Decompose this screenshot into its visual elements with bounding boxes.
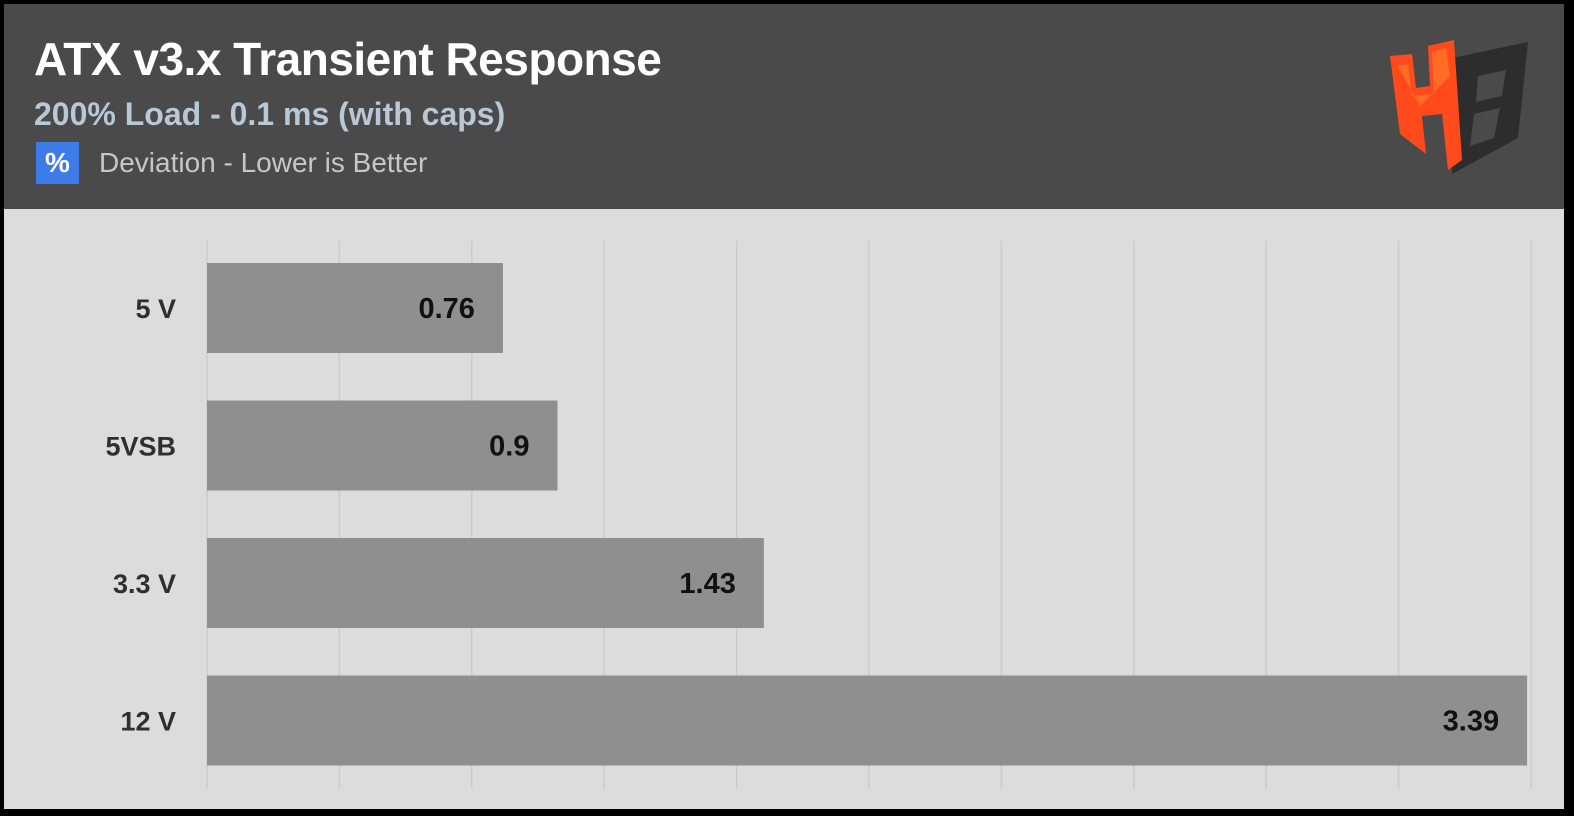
chart-title: ATX v3.x Transient Response bbox=[34, 33, 662, 85]
logo-dark-inner bbox=[1476, 70, 1506, 102]
category-label: 5VSB bbox=[105, 432, 176, 462]
value-label: 0.76 bbox=[418, 293, 474, 325]
bars bbox=[207, 263, 1528, 766]
category-label: 12 V bbox=[120, 707, 176, 737]
metric-description: Deviation - Lower is Better bbox=[99, 147, 428, 178]
value-label: 3.39 bbox=[1443, 706, 1499, 738]
value-label: 0.9 bbox=[489, 431, 529, 463]
value-label: 1.43 bbox=[679, 568, 735, 600]
logo-dark-inner-lower bbox=[1470, 108, 1500, 146]
bar-5-v bbox=[207, 263, 503, 353]
unit-badge: % bbox=[36, 142, 79, 184]
bar-5vsb bbox=[207, 400, 558, 491]
bar-3-3-v bbox=[207, 538, 764, 628]
chart-header: ATX v3.x Transient Response 200% Load - … bbox=[4, 4, 1564, 209]
category-label: 3.3 V bbox=[113, 569, 176, 599]
logo-dark-part bbox=[1452, 42, 1528, 174]
logo-orange-highlight bbox=[1398, 48, 1450, 106]
chart-subtitle: 200% Load - 0.1 ms (with caps) bbox=[34, 96, 506, 132]
hb-logo-icon bbox=[1390, 40, 1528, 174]
labels: 5 V 0.76 5VSB 0.9 3.3 V 1.43 12 V 3.39 bbox=[105, 293, 1499, 738]
logo-orange-part bbox=[1390, 40, 1462, 170]
category-label: 5 V bbox=[135, 294, 176, 324]
bar-12-v bbox=[207, 675, 1528, 766]
chart-card: ATX v3.x Transient Response 200% Load - … bbox=[4, 4, 1564, 809]
bar-chart: 5 V 0.76 5VSB 0.9 3.3 V 1.43 12 V 3.39 bbox=[105, 241, 1532, 789]
